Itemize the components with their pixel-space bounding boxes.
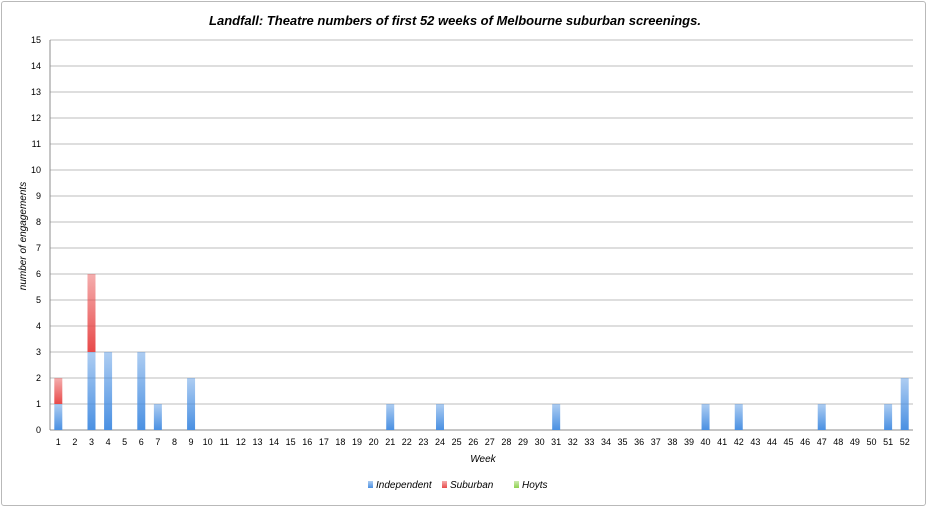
x-axis-ticks: 1 2 3 4 5 6 7 8 9 10 11 12 13 14 15 16 17 18 19 20 21 22 23 24 2…	[56, 437, 910, 447]
bar-independent-week-21	[386, 404, 395, 430]
x-tick-label: 30	[535, 437, 545, 447]
gridlines	[49, 39, 913, 431]
x-tick-label: 22	[402, 437, 412, 447]
x-tick-label: 41	[717, 437, 727, 447]
x-tick-label: 51	[883, 437, 893, 447]
bar-independent-week-42	[734, 404, 743, 430]
bar-independent-week-31	[552, 404, 561, 430]
x-tick-label: 9	[189, 437, 194, 447]
x-tick-label: 39	[684, 437, 694, 447]
x-tick-label: 19	[352, 437, 362, 447]
x-tick-label: 43	[750, 437, 760, 447]
x-tick-label: 25	[452, 437, 462, 447]
x-tick-label: 50	[867, 437, 877, 447]
bar-independent-week-52	[900, 378, 909, 430]
x-tick-label: 48	[833, 437, 843, 447]
y-tick-label: 14	[31, 61, 41, 71]
legend: Independent Suburban Hoyts	[368, 480, 548, 491]
y-tick-label: 11	[32, 139, 41, 149]
bar-suburban-week-3	[87, 274, 96, 352]
x-tick-label: 28	[501, 437, 511, 447]
x-tick-label: 14	[269, 437, 279, 447]
x-tick-label: 34	[601, 437, 611, 447]
x-tick-label: 26	[468, 437, 478, 447]
y-tick-label: 9	[36, 191, 41, 201]
x-axis-label: Week	[470, 454, 496, 465]
x-tick-label: 45	[784, 437, 794, 447]
x-tick-label: 11	[220, 437, 229, 447]
x-tick-label: 31	[551, 437, 561, 447]
x-tick-label: 1	[56, 437, 61, 447]
legend-label-independent: Independent	[376, 480, 433, 491]
x-tick-label: 12	[236, 437, 246, 447]
x-tick-label: 18	[335, 437, 345, 447]
x-tick-label: 17	[319, 437, 329, 447]
bar-independent-week-6	[137, 352, 146, 430]
x-tick-label: 7	[155, 437, 160, 447]
x-tick-label: 32	[568, 437, 578, 447]
x-tick-label: 42	[734, 437, 744, 447]
y-axis-label: number of engagements	[18, 182, 29, 290]
x-tick-label: 36	[634, 437, 644, 447]
x-tick-label: 33	[584, 437, 594, 447]
x-tick-label: 35	[618, 437, 628, 447]
legend-label-hoyts: Hoyts	[522, 480, 548, 491]
y-tick-label: 3	[36, 347, 41, 357]
x-tick-label: 29	[518, 437, 528, 447]
chart-title: Landfall: Theatre numbers of first 52 we…	[209, 13, 701, 28]
legend-label-suburban: Suburban	[450, 480, 494, 491]
bar-independent-week-51	[884, 404, 893, 430]
x-tick-label: 16	[302, 437, 312, 447]
x-tick-label: 10	[203, 437, 213, 447]
x-tick-label: 2	[72, 437, 77, 447]
legend-swatch-hoyts	[514, 481, 519, 488]
x-tick-label: 6	[139, 437, 144, 447]
y-tick-label: 1	[36, 399, 41, 409]
legend-swatch-suburban	[442, 481, 447, 488]
x-tick-label: 24	[435, 437, 445, 447]
legend-swatch-independent	[368, 481, 373, 488]
bars	[54, 274, 909, 430]
x-tick-label: 13	[252, 437, 262, 447]
x-tick-label: 52	[900, 437, 910, 447]
y-tick-label: 0	[36, 425, 41, 435]
y-tick-label: 15	[31, 35, 41, 45]
bar-independent-week-7	[153, 404, 162, 430]
x-tick-label: 15	[286, 437, 296, 447]
x-tick-label: 23	[418, 437, 428, 447]
x-tick-label: 3	[89, 437, 94, 447]
bar-independent-week-24	[436, 404, 445, 430]
y-tick-label: 8	[36, 217, 41, 227]
y-tick-label: 6	[36, 269, 41, 279]
bar-independent-week-40	[701, 404, 710, 430]
x-tick-label: 37	[651, 437, 661, 447]
y-tick-label: 13	[31, 87, 41, 97]
bar-independent-week-9	[187, 378, 196, 430]
bar-independent-week-3	[87, 352, 96, 430]
x-tick-label: 44	[767, 437, 777, 447]
y-tick-label: 10	[31, 165, 41, 175]
bar-independent-week-4	[104, 352, 113, 430]
bar-suburban-week-1	[54, 378, 63, 404]
x-tick-label: 20	[369, 437, 379, 447]
x-tick-label: 21	[385, 437, 395, 447]
x-tick-label: 38	[667, 437, 677, 447]
x-tick-label: 5	[122, 437, 127, 447]
y-tick-label: 5	[36, 295, 41, 305]
y-tick-label: 7	[36, 243, 41, 253]
y-tick-label: 12	[31, 113, 41, 123]
x-tick-label: 4	[106, 437, 111, 447]
x-tick-label: 27	[485, 437, 495, 447]
y-tick-label: 4	[36, 321, 41, 331]
x-tick-label: 46	[800, 437, 810, 447]
y-tick-label: 2	[36, 373, 41, 383]
x-tick-label: 8	[172, 437, 177, 447]
x-tick-label: 49	[850, 437, 860, 447]
bar-independent-week-1	[54, 404, 63, 430]
x-tick-label: 47	[817, 437, 827, 447]
x-tick-label: 40	[701, 437, 711, 447]
bar-independent-week-47	[817, 404, 826, 430]
